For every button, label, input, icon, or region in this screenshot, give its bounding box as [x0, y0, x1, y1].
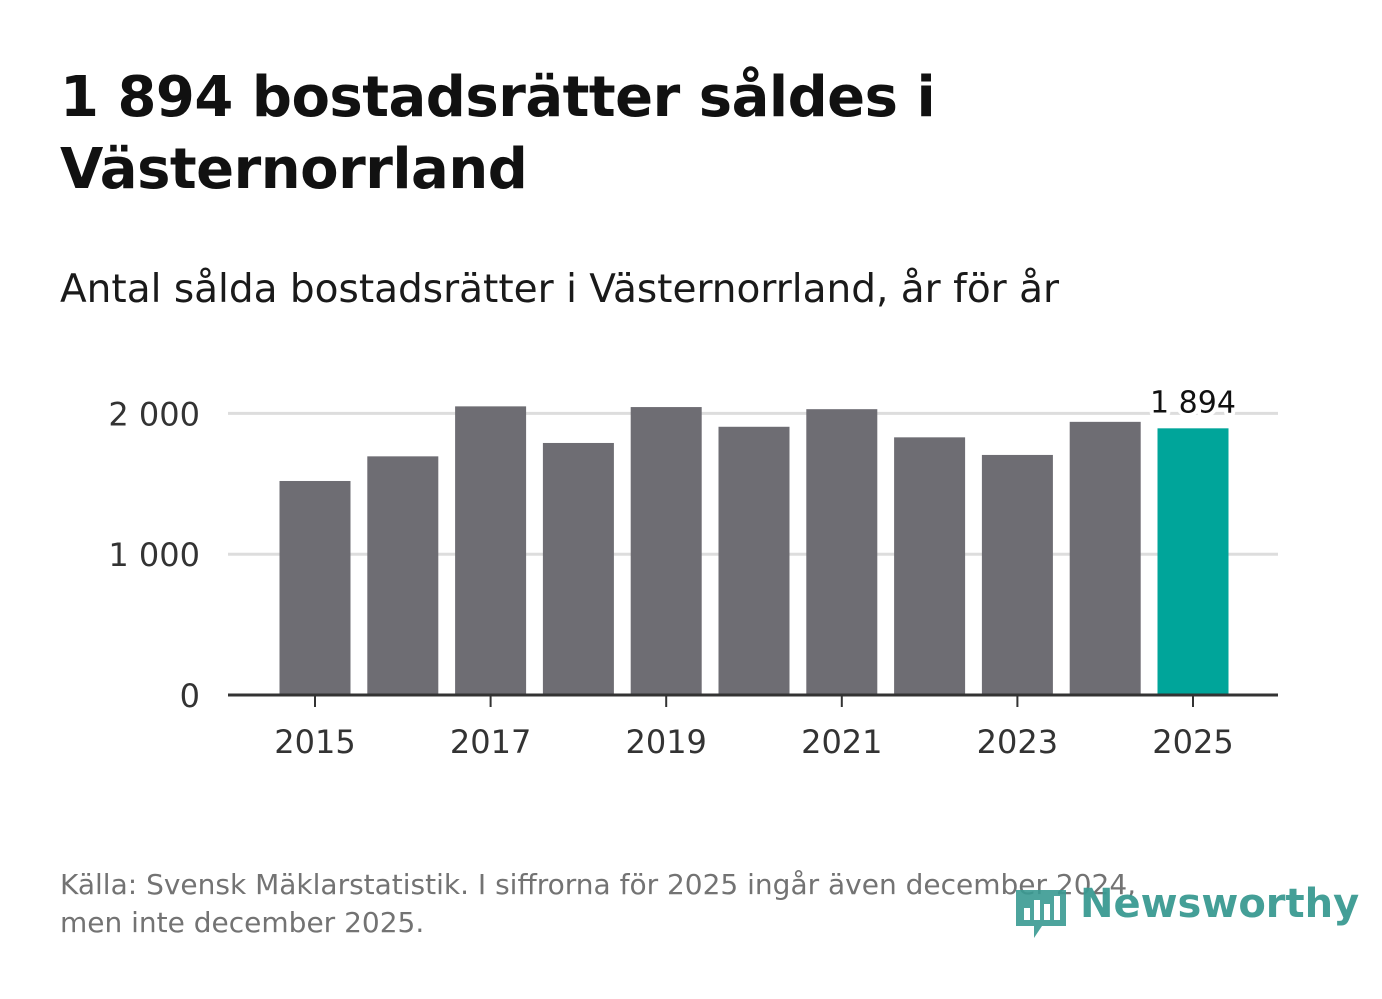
bar-2016: [367, 456, 439, 695]
y-tick-label: 1 000: [108, 536, 200, 574]
bar-2018: [542, 442, 614, 695]
source-note-line-2: men inte december 2025.: [60, 906, 425, 939]
bar-2020: [718, 426, 790, 695]
bars: [279, 406, 1229, 695]
newsworthy-wordmark: Newsworthy: [1080, 881, 1360, 927]
chart-subtitle: Antal sålda bostadsrätter i Västernorrla…: [60, 267, 1060, 312]
axes: [228, 693, 1278, 707]
source-note-line-1: Källa: Svensk Mäklarstatistik. I siffror…: [60, 868, 1137, 901]
highlight-value-label: 1 894: [1150, 385, 1236, 420]
y-tick-label: 0: [180, 677, 200, 715]
x-tick-label: 2023: [977, 723, 1058, 761]
bar-2025: [1157, 428, 1229, 695]
chart-title: 1 894 bostadsrätter såldes i Västernorrl…: [60, 65, 936, 202]
bar-2022: [894, 437, 966, 695]
bar-2019: [630, 407, 702, 695]
y-tick-label: 2 000: [108, 395, 200, 433]
source-note: Källa: Svensk Mäklarstatistik. I siffror…: [60, 866, 1260, 942]
bar-2023: [981, 454, 1053, 695]
bar-2024: [1069, 421, 1141, 695]
newsworthy-logo-icon: [1016, 890, 1066, 938]
newsworthy-logo: Newsworthy: [1012, 880, 1359, 942]
bar-2015: [279, 480, 351, 695]
highlight-value-halo: 1 894: [1150, 385, 1236, 420]
x-tick-label: 2015: [274, 723, 355, 761]
bar-2017: [455, 406, 527, 695]
x-tick-label: 2019: [625, 723, 706, 761]
bar-2021: [806, 409, 878, 695]
x-tick-label: 2017: [450, 723, 531, 761]
x-tick-label: 2021: [801, 723, 882, 761]
x-tick-label: 2025: [1152, 723, 1233, 761]
